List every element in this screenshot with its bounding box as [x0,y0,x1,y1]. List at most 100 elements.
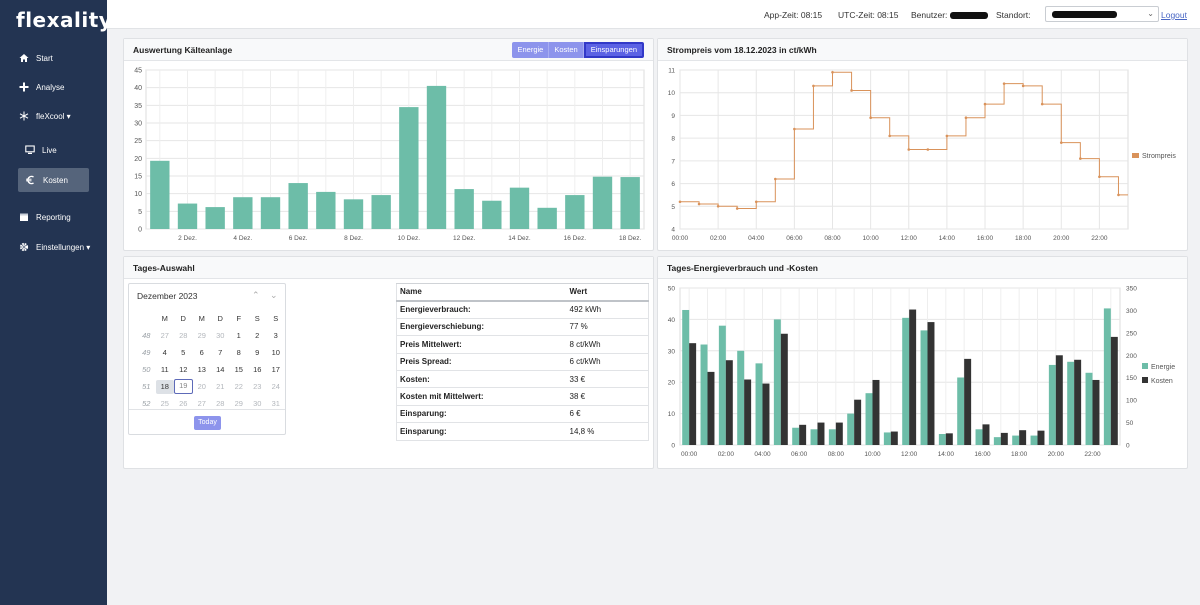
bar-kosten [1092,379,1100,445]
app-time: App-Zeit: 08:15 [764,10,823,20]
calendar-day[interactable]: 22 [234,382,243,391]
calendar-day[interactable]: 28 [179,331,188,340]
data-point [793,127,796,131]
today-button[interactable]: Today [194,416,221,430]
x-tick-label: 4 Dez. [233,235,252,242]
data-point [1117,193,1120,197]
calendar-day[interactable]: 29 [234,399,243,408]
calendar-day[interactable]: 10 [271,348,280,357]
bar [371,195,391,229]
y-tick-label-right: 300 [1126,308,1137,315]
calendar-day[interactable]: 23 [253,382,262,391]
app-logo[interactable]: flexality [16,8,113,32]
calendar-day[interactable]: 15 [234,365,243,374]
calendar-day[interactable]: 20 [197,382,206,391]
site-label: Standort: [996,10,1031,20]
stat-value: 492 kWh [566,300,649,319]
sidebar-item-analyse[interactable]: Analyse [0,76,107,98]
calendar-day[interactable]: 6 [199,348,204,357]
euro-icon [25,175,36,186]
bar-energie [1048,364,1056,445]
calendar-day[interactable]: 28 [216,399,225,408]
next-month-button[interactable]: ⌄ [270,290,278,300]
weekday-label: M [161,314,168,323]
bar [177,203,198,229]
calendar-day[interactable]: 5 [181,348,186,357]
calendar-day[interactable]: 14 [216,365,225,374]
bar [343,199,364,229]
monitor-icon [24,145,35,156]
calendar-day[interactable]: 27 [197,399,206,408]
bar [426,85,447,230]
table-row: Einsparung: 6 € [396,404,649,424]
site-select[interactable]: ⌄ [1045,6,1159,22]
calendar-day[interactable]: 27 [160,331,169,340]
prev-month-button[interactable]: ⌃ [252,290,260,300]
x-tick-label: 18:00 [1011,451,1028,458]
calendar-day[interactable]: 17 [271,365,280,374]
einsparungen-button[interactable]: Einsparungen [583,42,644,58]
calendar-day[interactable]: 30 [216,331,225,340]
data-point [678,200,682,204]
bar-energie [883,432,891,445]
gear-icon [18,242,29,253]
calendar-day[interactable]: 19 [174,379,193,394]
top-bar: App-Zeit: 08:15 UTC-Zeit: 08:15 Benutzer… [107,0,1200,29]
calendar-day[interactable]: 8 [236,348,241,357]
calendar-day[interactable]: 2 [255,331,260,340]
x-tick-label: 2 Dez. [178,235,197,242]
calendar-day[interactable]: 30 [253,399,262,408]
legend-label: Strompreis [1142,153,1176,160]
calendar-day[interactable]: 4 [162,348,167,357]
stat-value: 8 ct/kWh [566,335,649,354]
sidebar-item-label: Start [36,53,53,63]
bar-kosten [762,383,770,445]
home-icon [18,53,29,64]
calendar-day[interactable]: 1 [236,331,241,340]
bar-kosten [890,431,898,445]
week-number: 48 [142,331,151,340]
sidebar-item-live[interactable]: Live [0,139,107,161]
panel-title: Strompreis vom 18.12.2023 in ct/kWh [658,39,1187,61]
y-tick-label-left: 10 [668,411,676,418]
bar-kosten [1000,432,1008,445]
y-tick-label: 35 [134,103,142,110]
calendar-day[interactable]: 7 [218,348,223,357]
y-tick-label: 0 [138,227,142,234]
y-tick-label-left: 0 [671,443,675,450]
kosten-button[interactable]: Kosten [549,42,584,58]
sidebar-item-start[interactable]: Start [0,47,107,69]
calendar-day[interactable]: 12 [179,365,188,374]
calendar-day[interactable]: 13 [197,365,206,374]
bar [399,107,419,229]
sidebar-item-kosten[interactable]: Kosten [18,168,89,192]
calendar-day[interactable]: 31 [271,399,280,408]
sidebar-item-einstellungen[interactable]: Einstellungen ▾ [0,236,107,258]
calendar-day[interactable]: 26 [179,399,188,408]
x-tick-label: 22:00 [1084,451,1101,458]
user-name-redacted [949,12,988,20]
energie-button[interactable]: Energie [512,42,550,58]
calendar-day[interactable]: 11 [160,365,169,374]
sidebar-item-reporting[interactable]: Reporting [0,206,107,228]
calendar-day[interactable]: 21 [216,382,225,391]
calendar-day[interactable]: 18 [155,379,174,394]
calendar-day[interactable]: 16 [253,365,262,374]
utc-time: UTC-Zeit: 08:15 [838,10,899,20]
sidebar-item-flexcool[interactable]: fleXcool ▾ [0,105,107,127]
calendar-day[interactable]: 25 [160,399,169,408]
bar-energie [755,363,763,445]
data-point [754,200,758,204]
calendar-day[interactable]: 29 [197,331,206,340]
snowflake-icon [18,111,29,122]
calendar-day[interactable]: 3 [273,331,278,340]
calendar-day[interactable]: 24 [271,382,280,391]
stat-name: Preis Spread: [396,352,567,371]
calendar-day[interactable]: 9 [255,348,260,357]
stat-name: Energieverbrauch: [396,300,567,319]
bar-energie [828,429,836,445]
panel-tages-energie: Tages-Energieverbrauch und -Kosten 0 10 20… [657,256,1188,469]
table-row: Einsparung: 14,8 % [396,422,649,441]
logout-link[interactable]: Logout [1161,10,1187,20]
